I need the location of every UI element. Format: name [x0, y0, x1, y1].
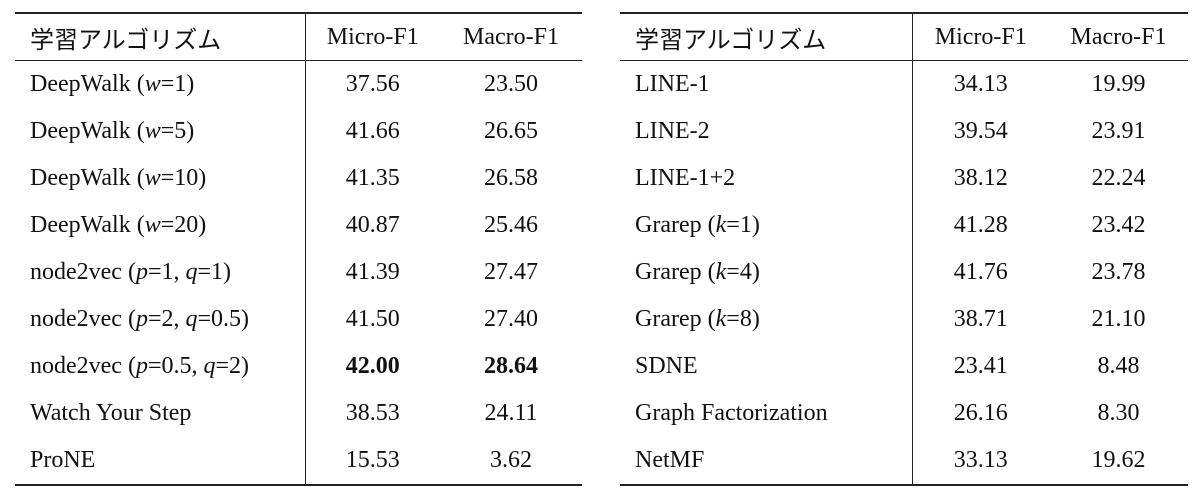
header-row: 学習アルゴリズム Micro-F1 Macro-F1 — [620, 12, 1188, 61]
score-cell: 38.12 — [953, 165, 1008, 191]
score-cell: 37.56 — [345, 71, 400, 97]
table-header: 学習アルゴリズム Micro-F1 Macro-F1 — [620, 12, 1188, 61]
table-row: DeepWalk (w=10) 41.35 26.58 — [15, 155, 582, 202]
table-row: Grarep (k=1) 41.28 23.42 — [620, 202, 1188, 249]
score-cell: 8.48 — [1097, 353, 1140, 379]
score-cell: 41.39 — [345, 259, 400, 285]
table-row: node2vec (p=0.5, q=2) 42.00 28.64 — [15, 343, 582, 390]
results-table: 学習アルゴリズム Micro-F1 Macro-F1 DeepWalk (w=1) 37… — [15, 12, 582, 486]
score-cell: 34.13 — [953, 71, 1008, 97]
score-cell: 39.54 — [953, 118, 1008, 144]
table-body: LINE-1 34.13 19.99 LINE-2 39.54 23.91 LINE-1+2… — [620, 60, 1188, 486]
table-row: LINE-1+2 38.12 22.24 — [620, 155, 1188, 202]
method-name: Graph Factorization — [620, 390, 913, 437]
method-name: Grarep (k=8) — [620, 296, 913, 343]
table-row: NetMF 33.13 19.62 — [620, 437, 1188, 486]
table-header: 学習アルゴリズム Micro-F1 Macro-F1 — [15, 12, 582, 61]
score-cell: 21.10 — [1091, 306, 1146, 332]
table-row: Graph Factorization 26.16 8.30 — [620, 390, 1188, 437]
method-name: DeepWalk (w=20) — [15, 202, 306, 249]
column-header: Macro-F1 — [1049, 12, 1188, 61]
column-header: Micro-F1 — [912, 12, 1049, 61]
score-cell: 3.62 — [440, 437, 582, 486]
score-cell: 41.28 — [953, 212, 1008, 238]
score-cell: 41.50 — [345, 306, 400, 332]
table-row: DeepWalk (w=5) 41.66 26.65 — [15, 108, 582, 155]
table-row: SDNE 23.41 8.48 — [620, 343, 1188, 390]
score-cell: 26.16 — [953, 400, 1008, 426]
score-cell: 26.65 — [484, 118, 538, 144]
column-header: Macro-F1 — [440, 12, 582, 61]
score-cell: 23.91 — [1091, 118, 1146, 144]
score-cell: 23.50 — [484, 71, 538, 97]
table-row: node2vec (p=1, q=1) 41.39 27.47 — [15, 249, 582, 296]
score-cell: 24.11 — [484, 400, 538, 426]
table-body: DeepWalk (w=1) 37.56 23.50 DeepWalk (w=5) 41… — [15, 60, 582, 486]
method-name: DeepWalk (w=10) — [15, 155, 306, 202]
score-cell: 41.76 — [953, 259, 1008, 285]
table-row: DeepWalk (w=20) 40.87 25.46 — [15, 202, 582, 249]
score-cell: 38.71 — [953, 306, 1008, 332]
method-name: ProNE — [15, 437, 306, 486]
table-row: Grarep (k=8) 38.71 21.10 — [620, 296, 1188, 343]
table-row: Watch Your Step 38.53 24.11 — [15, 390, 582, 437]
method-name: Grarep (k=1) — [620, 202, 913, 249]
column-header: 学習アルゴリズム — [620, 12, 913, 61]
score-cell: 26.58 — [484, 165, 538, 191]
score-cell: 41.35 — [345, 165, 400, 191]
method-name: Watch Your Step — [15, 390, 306, 437]
method-name: Grarep (k=4) — [620, 249, 913, 296]
score-cell: 23.42 — [1091, 212, 1146, 238]
method-name: NetMF — [620, 437, 913, 486]
score-cell: 25.46 — [484, 212, 538, 238]
score-cell: 15.53 — [305, 437, 440, 486]
score-cell: 42.00 — [345, 353, 400, 379]
table-row: LINE-2 39.54 23.91 — [620, 108, 1188, 155]
method-name: LINE-1+2 — [620, 155, 913, 202]
table-row: Grarep (k=4) 41.76 23.78 — [620, 249, 1188, 296]
table-row: LINE-1 34.13 19.99 — [620, 60, 1188, 108]
score-cell: 27.40 — [484, 306, 538, 332]
score-cell: 19.62 — [1049, 437, 1188, 486]
method-name: LINE-2 — [620, 108, 913, 155]
method-name: node2vec (p=1, q=1) — [15, 249, 306, 296]
score-cell: 33.13 — [912, 437, 1049, 486]
results-table: 学習アルゴリズム Micro-F1 Macro-F1 LINE-1 34.13 19.99… — [620, 12, 1188, 486]
score-cell: 23.78 — [1091, 259, 1146, 285]
score-cell: 19.99 — [1091, 71, 1146, 97]
score-cell: 38.53 — [345, 400, 400, 426]
score-cell: 27.47 — [484, 259, 538, 285]
column-header: Micro-F1 — [305, 12, 440, 61]
table-row: DeepWalk (w=1) 37.56 23.50 — [15, 60, 582, 108]
score-cell: 28.64 — [484, 353, 538, 379]
method-name: DeepWalk (w=1) — [15, 60, 306, 108]
score-cell: 41.66 — [345, 118, 400, 144]
score-cell: 8.30 — [1097, 400, 1140, 426]
method-name: LINE-1 — [620, 60, 913, 108]
column-header: 学習アルゴリズム — [15, 12, 306, 61]
table-row: ProNE 15.53 3.62 — [15, 437, 582, 486]
score-cell: 40.87 — [345, 212, 400, 238]
method-name: SDNE — [620, 343, 913, 390]
score-cell: 23.41 — [953, 353, 1008, 379]
header-row: 学習アルゴリズム Micro-F1 Macro-F1 — [15, 12, 582, 61]
method-name: node2vec (p=2, q=0.5) — [15, 296, 306, 343]
method-name: DeepWalk (w=5) — [15, 108, 306, 155]
score-cell: 22.24 — [1091, 165, 1146, 191]
table-row: node2vec (p=2, q=0.5) 41.50 27.40 — [15, 296, 582, 343]
method-name: node2vec (p=0.5, q=2) — [15, 343, 306, 390]
